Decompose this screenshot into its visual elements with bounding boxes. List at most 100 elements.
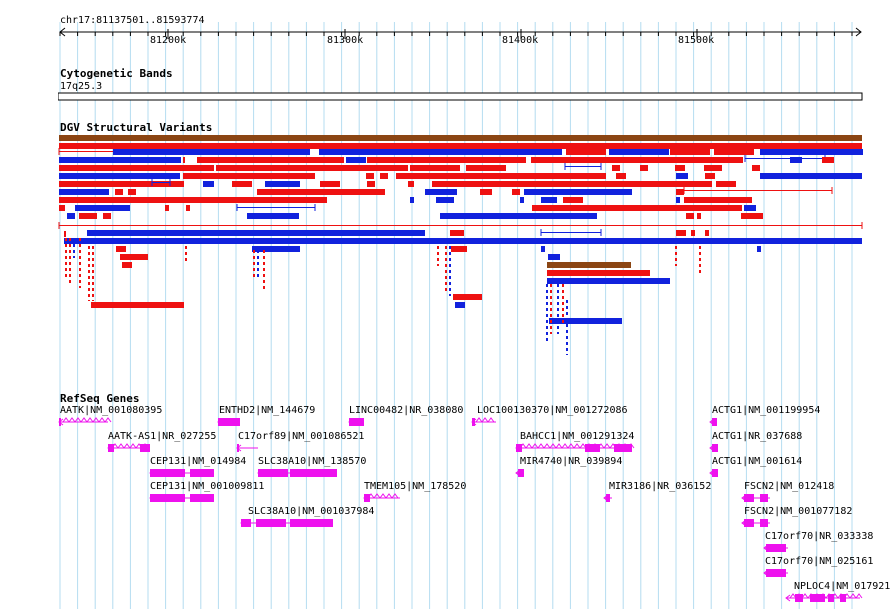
gene-intron-hat — [549, 443, 557, 449]
gene-intron-hat — [555, 443, 563, 449]
gene-exon — [712, 444, 718, 452]
variant-bar — [705, 173, 715, 179]
gene-exon — [190, 494, 214, 502]
gene-label[interactable]: FSCN2|NM_001077182 — [744, 506, 853, 517]
ruler-tick-label: 81200k — [150, 35, 187, 46]
gene-label[interactable]: ENTHD2|NM_144679 — [219, 405, 316, 416]
variant-bar — [91, 302, 184, 308]
gene-label[interactable]: ACTG1|NR_037688 — [712, 431, 803, 442]
gene-label[interactable]: AATK-AS1|NR_027255 — [108, 431, 217, 442]
gene-label[interactable]: SLC38A10|NM_138570 — [258, 456, 367, 467]
gene-label[interactable]: AATK|NM_001080395 — [60, 405, 163, 416]
gene-exon — [516, 444, 522, 452]
variant-bar — [257, 189, 385, 195]
variant-bar — [532, 205, 742, 211]
dgv-variant-features[interactable] — [0, 0, 890, 400]
variant-bar — [59, 205, 65, 211]
gene-intron-hat — [561, 443, 569, 449]
variant-bar — [520, 197, 524, 203]
variant-bar — [59, 173, 180, 179]
variant-bar — [541, 197, 557, 203]
variant-bar — [115, 189, 123, 195]
cytoband-ideogram[interactable] — [58, 90, 864, 104]
variant-bar — [320, 181, 340, 187]
variant-bar — [451, 246, 467, 252]
variant-bar — [67, 213, 75, 219]
variant-bar — [744, 205, 756, 211]
gene-intron-hat — [603, 443, 611, 449]
gene-exon — [840, 594, 846, 602]
variant-bar — [183, 157, 185, 163]
variant-bar — [676, 173, 688, 179]
cytoband-name: 17q25.3 — [60, 81, 103, 92]
variant-bar — [524, 189, 632, 195]
gene-intron-hat — [98, 417, 106, 423]
variant-bar — [197, 157, 344, 163]
variant-bar — [319, 149, 562, 155]
gene-intron-hat — [531, 443, 539, 449]
gene-exon — [606, 494, 610, 502]
gene-exon — [585, 444, 600, 452]
variant-bar — [541, 246, 545, 252]
variant-bar — [548, 254, 560, 260]
variant-bar — [64, 238, 862, 244]
gene-label[interactable]: BAHCC1|NM_001291324 — [520, 431, 635, 442]
gene-label[interactable]: SLC38A10|NM_001037984 — [248, 506, 375, 517]
gene-exon — [218, 418, 240, 426]
coordinate-ruler[interactable] — [55, 25, 870, 47]
gene-label[interactable]: CEP131|NM_001009811 — [150, 481, 265, 492]
variant-bar — [563, 197, 583, 203]
gene-intron-hat — [487, 417, 495, 423]
variant-bar — [549, 318, 622, 324]
gene-exon — [712, 418, 717, 426]
variant-bar — [566, 149, 606, 155]
gene-intron-hat — [475, 417, 483, 423]
variant-bar — [232, 181, 252, 187]
variant-bar — [346, 157, 366, 163]
gene-label[interactable]: MIR3186|NR_036152 — [609, 481, 712, 492]
gene-intron-hat — [74, 417, 82, 423]
variant-bar — [116, 246, 126, 252]
gene-label[interactable]: CEP131|NM_014984 — [150, 456, 247, 467]
gene-exon — [256, 519, 286, 527]
variant-bar — [741, 213, 763, 219]
variant-bar — [714, 149, 754, 155]
gene-label[interactable]: C17orf70|NM_025161 — [765, 556, 874, 567]
gene-label[interactable]: ACTG1|NM_001199954 — [712, 405, 821, 416]
variant-bar — [705, 230, 709, 236]
gene-intron-hat — [391, 493, 399, 499]
variant-bar — [676, 189, 684, 195]
variant-bar — [757, 246, 761, 252]
gene-intron-hat — [117, 443, 125, 449]
gene-intron-hat — [573, 443, 581, 449]
gene-intron-hat — [104, 417, 112, 423]
gene-label[interactable]: TMEM105|NM_178520 — [364, 481, 467, 492]
variant-bar — [752, 165, 760, 171]
variant-bar — [247, 213, 299, 219]
variant-bar — [453, 294, 482, 300]
gene-label[interactable]: NPLOC4|NM_017921 — [794, 581, 890, 592]
gene-label[interactable]: FSCN2|NM_012418 — [744, 481, 835, 492]
variant-bar — [367, 181, 375, 187]
variant-bar — [410, 197, 414, 203]
gene-label[interactable]: LINC00482|NR_038080 — [349, 405, 464, 416]
gene-exon — [760, 519, 768, 527]
gene-strand-arrow — [785, 594, 791, 602]
gene-intron-hat — [855, 593, 863, 599]
variant-bar — [512, 189, 520, 195]
gene-intron-hat — [385, 493, 393, 499]
gene-label[interactable]: C17orf89|NM_001086521 — [238, 431, 365, 442]
variant-bar — [75, 205, 130, 211]
gene-intron-hat — [537, 443, 545, 449]
variant-bar — [616, 173, 626, 179]
variant-bar — [410, 165, 460, 171]
gene-label[interactable]: ACTG1|NM_001614 — [712, 456, 803, 467]
variant-bar — [440, 213, 597, 219]
gene-label[interactable]: LOC100130370|NM_001272086 — [477, 405, 628, 416]
gene-label[interactable]: MIR4740|NR_039894 — [520, 456, 623, 467]
variant-bar — [186, 205, 190, 211]
variant-bar — [59, 157, 181, 163]
gene-label[interactable]: C17orf70|NR_033338 — [765, 531, 874, 542]
